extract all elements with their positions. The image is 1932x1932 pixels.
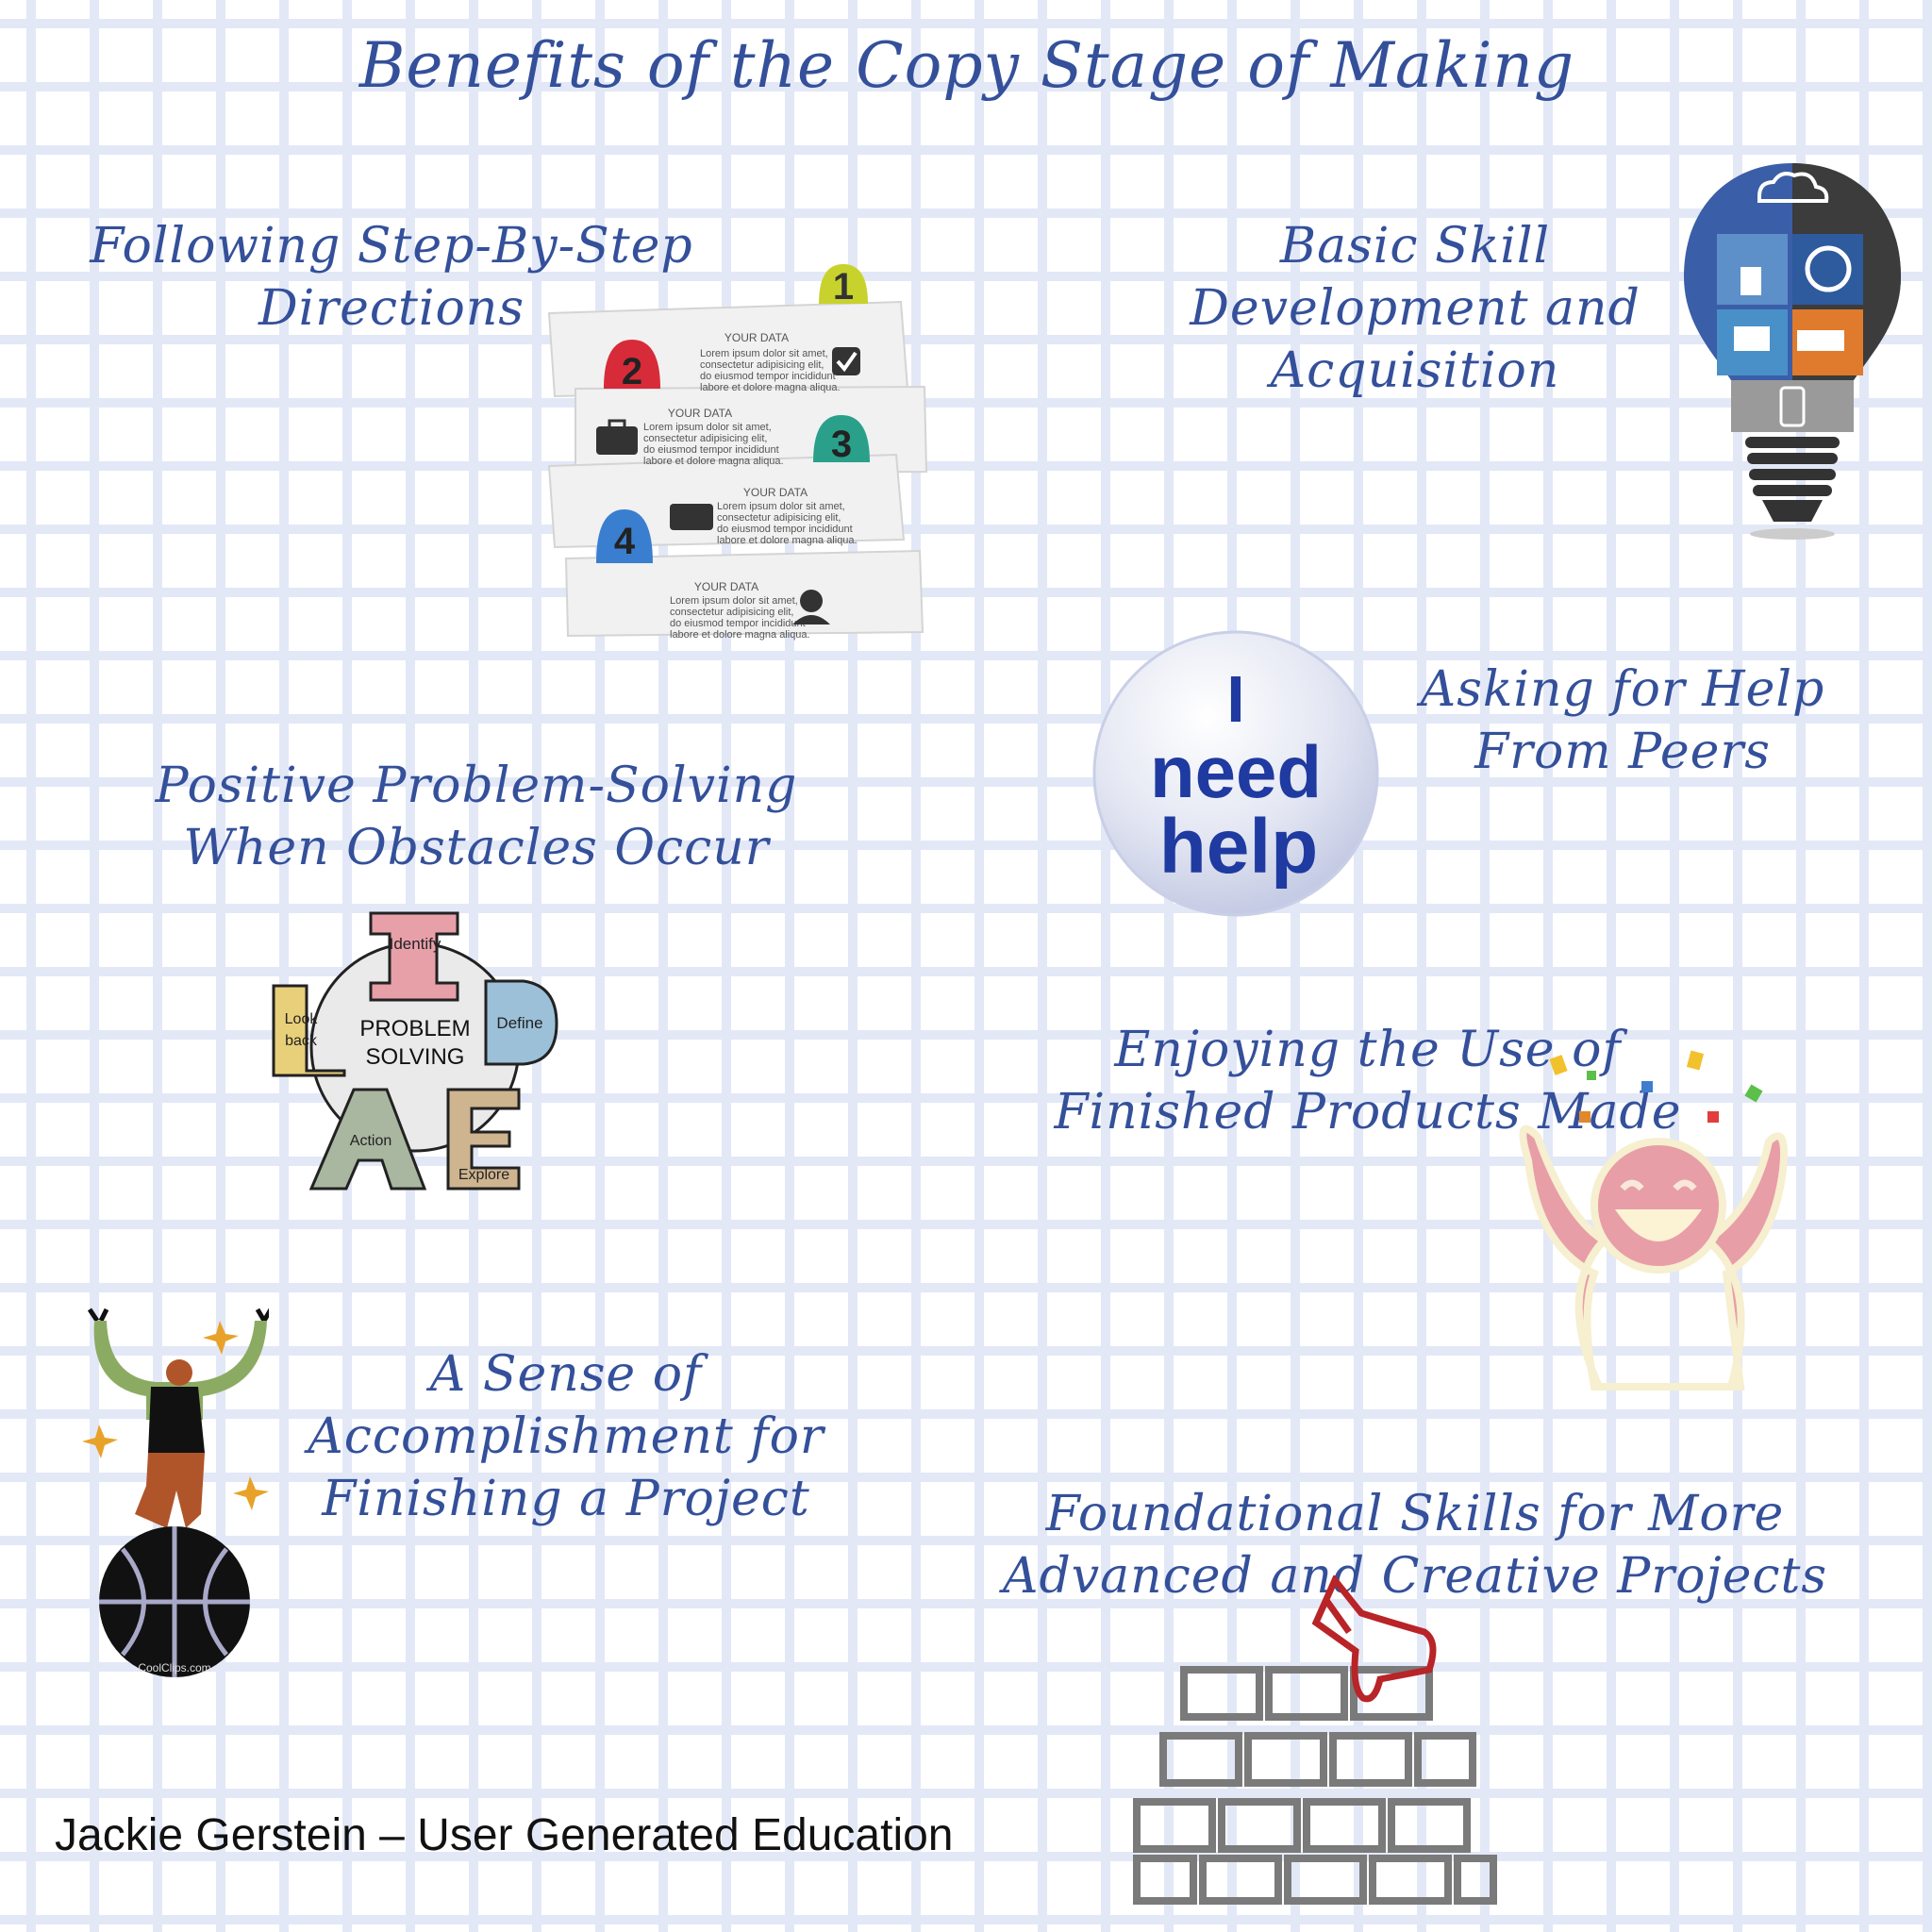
benefit-basic-skill: Basic Skill Development and Acquisition: [1190, 218, 1641, 399]
happy-person-icon: [1519, 1050, 1788, 1391]
juggler-on-ball-icon: CoolClips.com: [82, 1307, 269, 1677]
svg-text:do eiusmod tempor incididunt: do eiusmod tempor incididunt: [670, 618, 806, 629]
step-number-3: 3: [831, 424, 852, 465]
svg-text:labore et dolore magna aliqua.: labore et dolore magna aliqua.: [717, 535, 858, 546]
svg-text:help: help: [1159, 804, 1319, 890]
svg-text:Lorem ipsum dolor sit amet,: Lorem ipsum dolor sit amet,: [717, 501, 845, 512]
key-icon: [670, 504, 713, 530]
benefit-accomplishment: A Sense of Accomplishment for Finishing …: [308, 1346, 824, 1527]
need-help-bubble: I need help: [1092, 630, 1379, 917]
svg-text:Lorem ipsum dolor sit amet,: Lorem ipsum dolor sit amet,: [670, 595, 798, 607]
svg-text:need: need: [1150, 730, 1322, 813]
svg-text:Explore: Explore: [458, 1167, 509, 1183]
puzzle-lightbulb-icon: [1684, 163, 1901, 540]
briefcase-icon: [596, 426, 638, 455]
svg-text:consectetur adipisicing elit,: consectetur adipisicing elit,: [717, 512, 841, 524]
clip-credit: CoolClips.com: [138, 1661, 210, 1674]
svg-text:Identify: Identify: [390, 935, 441, 953]
step-number-2: 2: [622, 351, 642, 392]
step-number-4: 4: [614, 521, 636, 562]
footer-credit: Jackie Gerstein – User Generated Educati…: [55, 1810, 954, 1860]
svg-text:labore et dolore magna aliqua.: labore et dolore magna aliqua.: [670, 629, 810, 641]
svg-text:labore et dolore magna aliqua.: labore et dolore magna aliqua.: [700, 382, 841, 393]
svg-text:SOLVING: SOLVING: [366, 1044, 465, 1070]
brick-wall-hand-icon: [1133, 1575, 1497, 1905]
check-icon: [832, 347, 860, 375]
svg-text:Define: Define: [496, 1014, 542, 1032]
problem-solving-cycle: Identify Define Look back Action Explore…: [272, 911, 558, 1191]
page-title: Benefits of the Copy Stage of Making: [358, 29, 1575, 102]
svg-text:back: back: [285, 1033, 318, 1049]
svg-text:Lorem ipsum dolor sit amet,: Lorem ipsum dolor sit amet,: [643, 422, 772, 433]
svg-text:YOUR DATA: YOUR DATA: [724, 331, 789, 344]
svg-text:PROBLEM: PROBLEM: [359, 1016, 470, 1041]
steps-infographic: 1 2 3 4 YOUR DATA Lorem ipsum dolor sit …: [547, 264, 928, 641]
svg-text:Action: Action: [350, 1133, 391, 1149]
svg-text:YOUR DATA: YOUR DATA: [694, 580, 758, 593]
benefit-foundational-skills: Foundational Skills for More Advanced an…: [1002, 1486, 1828, 1605]
svg-text:do eiusmod tempor incididunt: do eiusmod tempor incididunt: [700, 371, 836, 382]
svg-text:Look: Look: [285, 1011, 319, 1027]
svg-text:YOUR DATA: YOUR DATA: [743, 486, 808, 499]
benefit-asking-help: Asking for Help From Peers: [1420, 661, 1825, 780]
svg-text:consectetur adipisicing elit,: consectetur adipisicing elit,: [670, 607, 793, 618]
svg-text:labore et dolore magna aliqua.: labore et dolore magna aliqua.: [643, 456, 784, 467]
benefit-enjoying-products: Enjoying the Use of Finished Products Ma…: [1054, 1022, 1682, 1141]
svg-text:do eiusmod tempor incididunt: do eiusmod tempor incididunt: [717, 524, 853, 535]
benefit-step-by-step: Following Step-By-Step Directions: [90, 218, 693, 337]
svg-text:Lorem ipsum dolor sit amet,: Lorem ipsum dolor sit amet,: [700, 348, 828, 359]
svg-text:I: I: [1226, 662, 1244, 736]
svg-text:consectetur adipisicing elit,: consectetur adipisicing elit,: [700, 359, 824, 371]
step-number-1: 1: [833, 266, 854, 308]
svg-text:consectetur adipisicing elit,: consectetur adipisicing elit,: [643, 433, 767, 444]
user-icon: [800, 590, 823, 612]
svg-text:YOUR DATA: YOUR DATA: [668, 407, 732, 420]
benefit-problem-solving: Positive Problem-Solving When Obstacles …: [155, 758, 798, 876]
svg-text:do eiusmod tempor incididunt: do eiusmod tempor incididunt: [643, 444, 779, 456]
